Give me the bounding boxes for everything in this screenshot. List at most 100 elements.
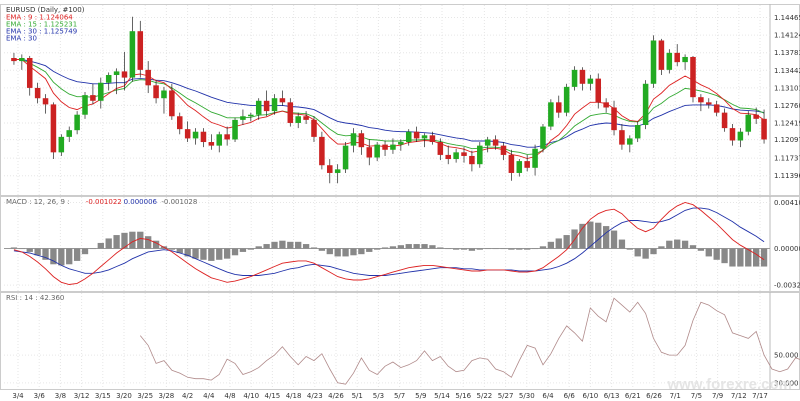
macd-histogram-bar	[634, 248, 641, 257]
candle-body	[90, 95, 96, 101]
price-tick-label: 1.11396	[774, 172, 800, 180]
candle-body	[405, 131, 412, 143]
price-tick-label: 1.12097	[774, 136, 800, 144]
macd-histogram-bar	[34, 248, 41, 256]
x-tick-label: 3/12	[74, 392, 90, 400]
macd-histogram-bar	[208, 248, 215, 261]
x-tick-label: 5/16	[455, 392, 471, 400]
macd-histogram-bar	[626, 248, 633, 250]
macd-histogram-bar	[121, 232, 128, 249]
macd-histogram-bar	[666, 240, 673, 249]
price-tick-label: 1.14124	[774, 32, 800, 40]
x-tick-label: 6/13	[604, 392, 620, 400]
candle-body	[342, 145, 349, 170]
macd-histogram-bar	[263, 244, 270, 249]
macd-histogram-bar	[342, 248, 349, 257]
x-tick-label: 3/8	[55, 392, 66, 400]
price-title: EURUSD (Daily, #100)	[6, 6, 85, 14]
macd-histogram-bar	[223, 248, 231, 259]
macd-histogram-bar	[642, 248, 649, 259]
x-tick-label: 5/3	[373, 392, 384, 400]
macd-histogram-bar	[145, 236, 152, 249]
candle-body	[713, 104, 720, 113]
candle-body	[658, 40, 665, 70]
macd-histogram-bar	[381, 247, 389, 249]
x-tick-label: 3/28	[159, 392, 175, 400]
candle-body	[761, 118, 767, 140]
macd-panel: 0.004103 0.000000 -0.003250 MACD : 12, 26, …	[0, 196, 800, 292]
candle-body	[540, 126, 546, 149]
macd-histogram-bar	[705, 248, 712, 257]
candle-body	[26, 58, 33, 88]
macd-histogram-bar	[66, 248, 73, 265]
macd-histogram-bar	[81, 248, 89, 255]
macd-histogram-bar	[358, 248, 365, 255]
macd-histogram-bar	[539, 246, 547, 249]
candle-body	[666, 52, 673, 70]
macd-histogram-bar	[26, 248, 33, 252]
candle-body	[587, 78, 594, 84]
candle-body	[642, 83, 649, 126]
macd-histogram-bar	[413, 244, 420, 249]
macd-histogram-bar	[176, 248, 183, 254]
x-axis: 3/4 3/6 3/8 3/12 3/15 3/20 3/25 3/28 4/2 4/4 4/8 4/…	[12, 392, 768, 400]
x-tick-label: 3/15	[95, 392, 111, 400]
candle-body	[413, 131, 420, 139]
candle-body	[271, 98, 278, 112]
candle-body	[232, 119, 238, 140]
rsi-tick-label: 30.000	[774, 379, 799, 387]
candle-body	[50, 104, 57, 153]
candle-body	[19, 58, 25, 62]
candle-body	[484, 139, 491, 146]
macd-histogram-bar	[279, 240, 286, 249]
macd-histogram-bar	[318, 248, 326, 251]
candle-body	[98, 82, 104, 101]
macd-histogram-bar	[547, 241, 555, 249]
macd-histogram-bar	[610, 230, 618, 249]
candle-body	[492, 139, 499, 146]
macd-histogram-bar	[555, 238, 562, 249]
candle-body	[350, 133, 357, 146]
legend-entry: EMA : 30	[6, 35, 37, 43]
x-tick-label: 7/5	[691, 392, 702, 400]
x-tick-label: 3/6	[34, 392, 46, 400]
macd-histogram-bar	[231, 248, 239, 256]
legend-entry: EMA : 30 : 1.125749	[6, 28, 77, 36]
macd-histogram-bar	[302, 244, 310, 249]
macd-histogram-bar	[105, 238, 112, 249]
candle-body	[192, 131, 199, 139]
macd-histogram-bar	[760, 248, 768, 267]
x-tick-label: 5/27	[498, 392, 514, 400]
macd-histogram-bar	[326, 248, 333, 255]
macd-histogram-bar	[437, 247, 444, 249]
candle-body	[516, 161, 523, 173]
candle-body	[113, 71, 120, 76]
macd-tick-label: -0.003250	[774, 282, 800, 290]
macd-histogram-bar	[721, 248, 728, 264]
macd-histogram-bar	[168, 248, 176, 250]
x-tick-label: 3/25	[137, 392, 153, 400]
candle-body	[153, 85, 159, 99]
x-tick-label: 5/9	[415, 392, 426, 400]
ema9-line	[13, 59, 765, 159]
candle-body	[706, 102, 712, 105]
macd-signal-line	[13, 207, 765, 276]
macd-histogram-bar	[737, 248, 744, 267]
candle-body	[176, 116, 183, 130]
candle-body	[74, 114, 80, 131]
candle-body	[240, 116, 246, 120]
candle-body	[753, 114, 759, 119]
candle-body	[477, 145, 483, 165]
x-tick-label: 7/9	[712, 392, 723, 400]
x-tick-label: 5/14	[434, 392, 450, 400]
macd-histogram-bar	[476, 248, 483, 250]
candle-body	[327, 165, 333, 173]
macd-histogram-bar	[239, 248, 247, 252]
macd-histogram-bar	[397, 245, 405, 249]
candle-body	[524, 161, 530, 168]
macd-histogram-bar	[618, 239, 626, 249]
candle-body	[745, 114, 752, 132]
